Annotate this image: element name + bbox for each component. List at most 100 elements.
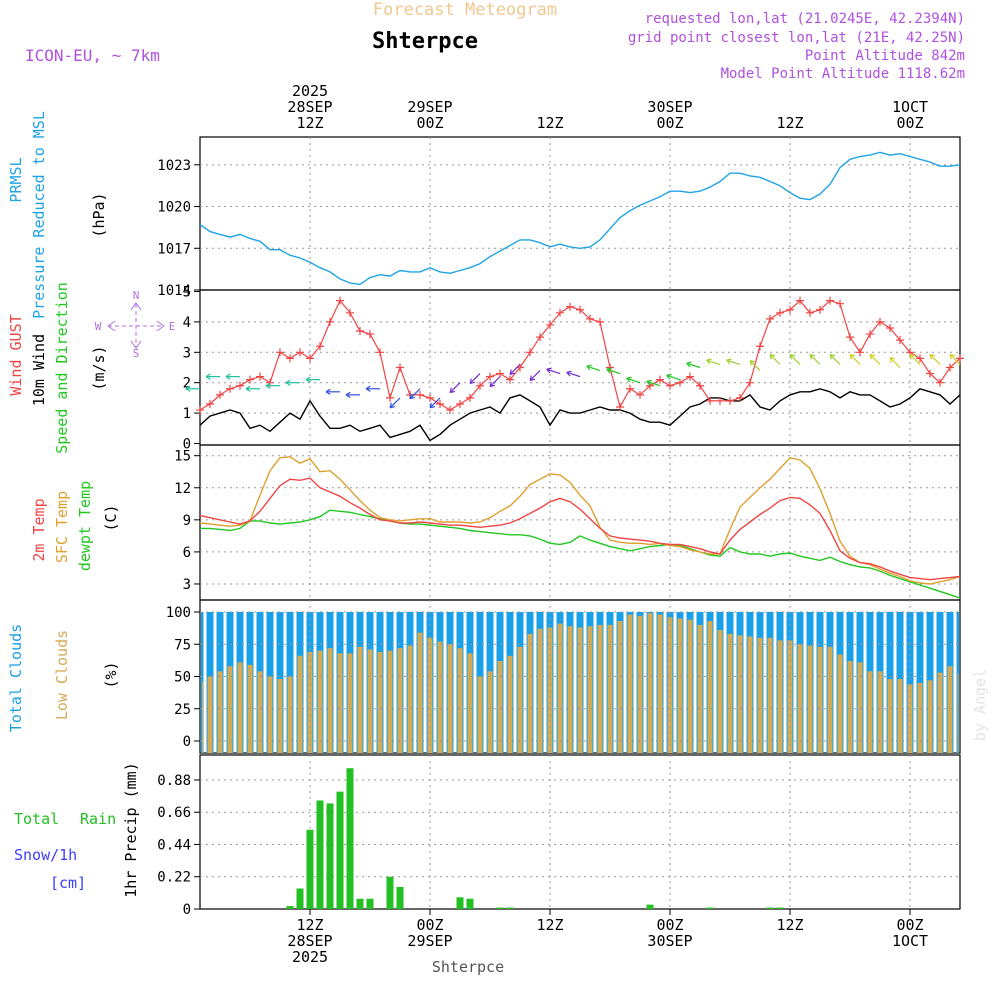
compass-west: W — [95, 320, 102, 333]
y-tick-label: 5 — [183, 285, 191, 301]
wind-arrow — [809, 354, 821, 365]
gust-marker — [346, 308, 354, 317]
y-tick-label: 1020 — [157, 200, 191, 216]
time-label-bottom: 12Z — [776, 916, 803, 934]
wind-speed-line — [199, 388, 961, 442]
gust-marker — [196, 406, 204, 415]
wind-arrow-head — [586, 364, 592, 371]
precip-rain-label: Rain — [80, 810, 116, 828]
wind-arrow — [626, 377, 641, 384]
gust-marker — [446, 406, 454, 415]
time-label-top: 29SEP — [407, 98, 452, 116]
gust-marker — [546, 320, 554, 329]
clouds-grid — [200, 600, 960, 753]
wind-arrow — [489, 376, 501, 387]
gust-marker — [736, 393, 744, 402]
gust-marker — [756, 342, 764, 351]
low-cloud-bar — [437, 641, 443, 753]
clouds-panel: Total Clouds Low Clouds (%) 0 25 50 75 100 — [7, 599, 961, 754]
time-label-top: 00Z — [896, 114, 923, 132]
low-cloud-bar — [357, 646, 363, 753]
gust-marker — [576, 305, 584, 314]
gust-marker — [866, 330, 874, 339]
model-label: ICON-EU, ~ 7km — [25, 46, 160, 65]
gust-marker — [506, 375, 514, 384]
dewpt-label: dewpt Temp — [76, 481, 94, 571]
low-cloud-bar — [737, 635, 743, 753]
rain-bar — [776, 907, 784, 909]
wind-arrow-head — [909, 353, 916, 360]
low-cloud-bar — [387, 650, 393, 753]
gust-marker — [216, 390, 224, 399]
rain-bar — [506, 907, 514, 909]
low-cloud-bar — [457, 648, 463, 753]
low-cloud-bar — [257, 671, 263, 753]
y-tick-label: 75 — [174, 637, 191, 653]
low-cloud-bar — [467, 653, 473, 753]
hpa-unit-label: (hPa) — [90, 192, 108, 237]
y-tick-label: 0 — [183, 902, 191, 918]
low-cloud-bar — [947, 666, 953, 753]
gust-marker — [786, 305, 794, 314]
prmsl-series-line — [199, 151, 961, 286]
y-tick-label: 1017 — [157, 241, 191, 257]
time-label-bottom: 29SEP — [407, 932, 452, 950]
wind-arrow-head — [809, 353, 816, 360]
gust-marker — [956, 354, 964, 363]
gust-marker — [316, 342, 324, 351]
total-clouds-label: Total Clouds — [7, 624, 25, 732]
precip-unit-label: 1hr Precip (mm) — [122, 762, 140, 897]
y-tick-label: 25 — [174, 702, 191, 718]
wind-arrow — [529, 370, 541, 381]
low-cloud-bar — [487, 671, 493, 753]
clouds-unit-label: (%) — [102, 661, 120, 688]
y-tick-label: 6 — [183, 545, 191, 561]
wind-arrow-head — [305, 376, 311, 383]
rain-bar — [366, 898, 374, 909]
low-cloud-bar — [597, 624, 603, 753]
gust-marker — [746, 378, 754, 387]
low-clouds-label: Low Clouds — [53, 630, 71, 720]
precip-panel: Total Rain Snow/1h [cm] 1hr Precip (mm) … — [14, 754, 961, 918]
low-cloud-bar — [527, 633, 533, 753]
low-cloud-bar — [207, 676, 213, 753]
wind-arrow — [889, 357, 901, 368]
wind-arrow — [606, 368, 621, 375]
gust-marker — [486, 372, 494, 381]
low-cloud-bar — [777, 640, 783, 753]
y-tick-label: 0.22 — [157, 870, 191, 886]
gust-marker — [236, 381, 244, 390]
y-tick-label: 1 — [183, 406, 191, 422]
tsfc-label: SFC Temp — [53, 491, 71, 563]
rain-bar — [386, 876, 394, 909]
precip-ticks: 0 0.22 0.44 0.66 0.88 — [157, 773, 200, 918]
point-altitude: Point Altitude 842m — [805, 48, 965, 64]
wind-arrow-head — [949, 353, 956, 360]
low-cloud-bar — [587, 626, 593, 753]
time-label-top: 1OCT — [892, 98, 928, 116]
gust-marker — [796, 296, 804, 305]
low-cloud-bar — [697, 624, 703, 753]
gust-marker — [686, 372, 694, 381]
wind-arrow-head — [225, 373, 231, 380]
gust-marker — [326, 317, 334, 326]
low-cloud-bar — [287, 676, 293, 753]
gust-marker — [826, 296, 834, 305]
gust-marker — [376, 348, 384, 357]
y-tick-label: 3 — [183, 345, 191, 361]
credit-watermark: by Angel — [971, 669, 989, 741]
gust-marker — [636, 390, 644, 399]
low-cloud-bar — [647, 613, 653, 753]
precip-snow-label: Snow/1h — [14, 846, 77, 864]
gust-marker — [226, 384, 234, 393]
low-cloud-bar — [927, 680, 933, 753]
rain-bar — [766, 907, 774, 909]
low-cloud-bar — [907, 684, 913, 753]
gust-marker — [386, 393, 394, 402]
gust-marker — [416, 390, 424, 399]
wind-panel: Wind GUST 10m Wind Speed and Direction (… — [7, 282, 964, 454]
gust-marker — [816, 305, 824, 314]
wind-arrow-head — [726, 358, 732, 365]
gust-marker — [586, 314, 594, 323]
